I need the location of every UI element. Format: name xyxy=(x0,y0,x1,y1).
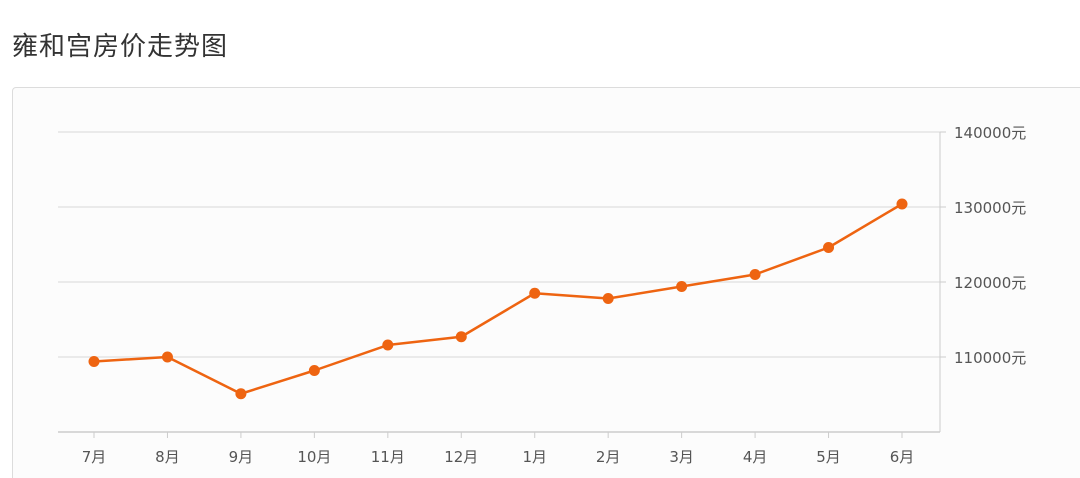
data-point xyxy=(823,242,835,253)
data-point xyxy=(455,331,467,343)
data-point xyxy=(88,356,100,367)
data-point xyxy=(896,198,908,210)
y-tick-label: 130000元 xyxy=(954,199,1026,217)
x-tick-label: 10月 xyxy=(297,448,331,466)
x-tick-label: 12月 xyxy=(444,448,478,466)
y-tick-label: 120000元 xyxy=(954,274,1026,292)
y-tick-label: 110000元 xyxy=(954,349,1026,367)
x-tick-label: 6月 xyxy=(890,448,915,466)
x-tick-label: 5月 xyxy=(816,448,841,466)
x-tick-label: 8月 xyxy=(155,448,180,466)
page-title: 雍和宫房价走势图 xyxy=(12,32,229,62)
data-point xyxy=(235,388,247,400)
data-point xyxy=(676,281,688,292)
y-tick-label: 140000元 xyxy=(954,124,1026,142)
data-point xyxy=(308,365,320,376)
x-tick-label: 4月 xyxy=(743,448,768,466)
x-tick-label: 9月 xyxy=(229,448,254,466)
x-tick-label: 1月 xyxy=(522,448,547,466)
series-line xyxy=(93,202,903,395)
x-tick-label: 3月 xyxy=(669,448,694,466)
data-point xyxy=(529,287,541,299)
x-tick-label: 7月 xyxy=(82,448,107,466)
data-point xyxy=(382,339,394,351)
data-point xyxy=(602,293,614,304)
data-point xyxy=(749,269,761,280)
x-tick-label: 11月 xyxy=(371,448,405,466)
data-point xyxy=(161,351,173,363)
x-tick-label: 2月 xyxy=(596,448,621,466)
